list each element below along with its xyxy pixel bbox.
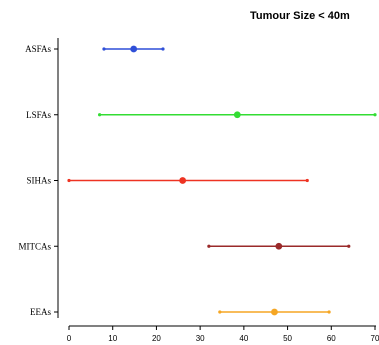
ci-lower-cap-sihas bbox=[67, 178, 71, 183]
ci-lower-cap-mitcas bbox=[207, 244, 211, 248]
estimate-point-mitcas bbox=[275, 242, 283, 250]
ci-upper-cap-lsfas bbox=[373, 113, 377, 117]
ci-upper-cap-mitcas bbox=[347, 244, 351, 248]
x-tick-label-20: 20 bbox=[152, 334, 161, 343]
x-tick-label-30: 30 bbox=[196, 334, 205, 343]
estimate-point-lsfas bbox=[233, 111, 241, 119]
estimate-point-sihas bbox=[179, 177, 187, 184]
category-label-mitcas: MITCAs bbox=[18, 241, 51, 251]
ci-upper-cap-asfas bbox=[161, 47, 165, 51]
x-tick-label-50: 50 bbox=[283, 334, 292, 343]
ci-lower-cap-eeas bbox=[218, 310, 222, 314]
chart-title: Tumour Size < 40m bbox=[250, 10, 350, 22]
estimate-point-asfas bbox=[130, 45, 138, 53]
category-label-sihas: SIHAs bbox=[26, 176, 51, 186]
ci-lower-cap-lsfas bbox=[98, 113, 102, 117]
x-tick-label-10: 10 bbox=[108, 334, 117, 343]
category-label-eeas: EEAs bbox=[30, 307, 51, 317]
category-label-asfas: ASFAs bbox=[25, 44, 51, 54]
x-tick-label-70: 70 bbox=[371, 334, 379, 343]
category-label-lsfas: LSFAs bbox=[26, 110, 51, 120]
ci-upper-cap-sihas bbox=[305, 178, 309, 183]
x-tick-label-60: 60 bbox=[327, 334, 336, 343]
x-tick-label-0: 0 bbox=[67, 334, 72, 343]
ci-upper-cap-eeas bbox=[327, 310, 331, 314]
estimate-point-eeas bbox=[271, 308, 278, 316]
x-tick-label-40: 40 bbox=[239, 334, 248, 343]
ci-lower-cap-asfas bbox=[102, 47, 106, 51]
